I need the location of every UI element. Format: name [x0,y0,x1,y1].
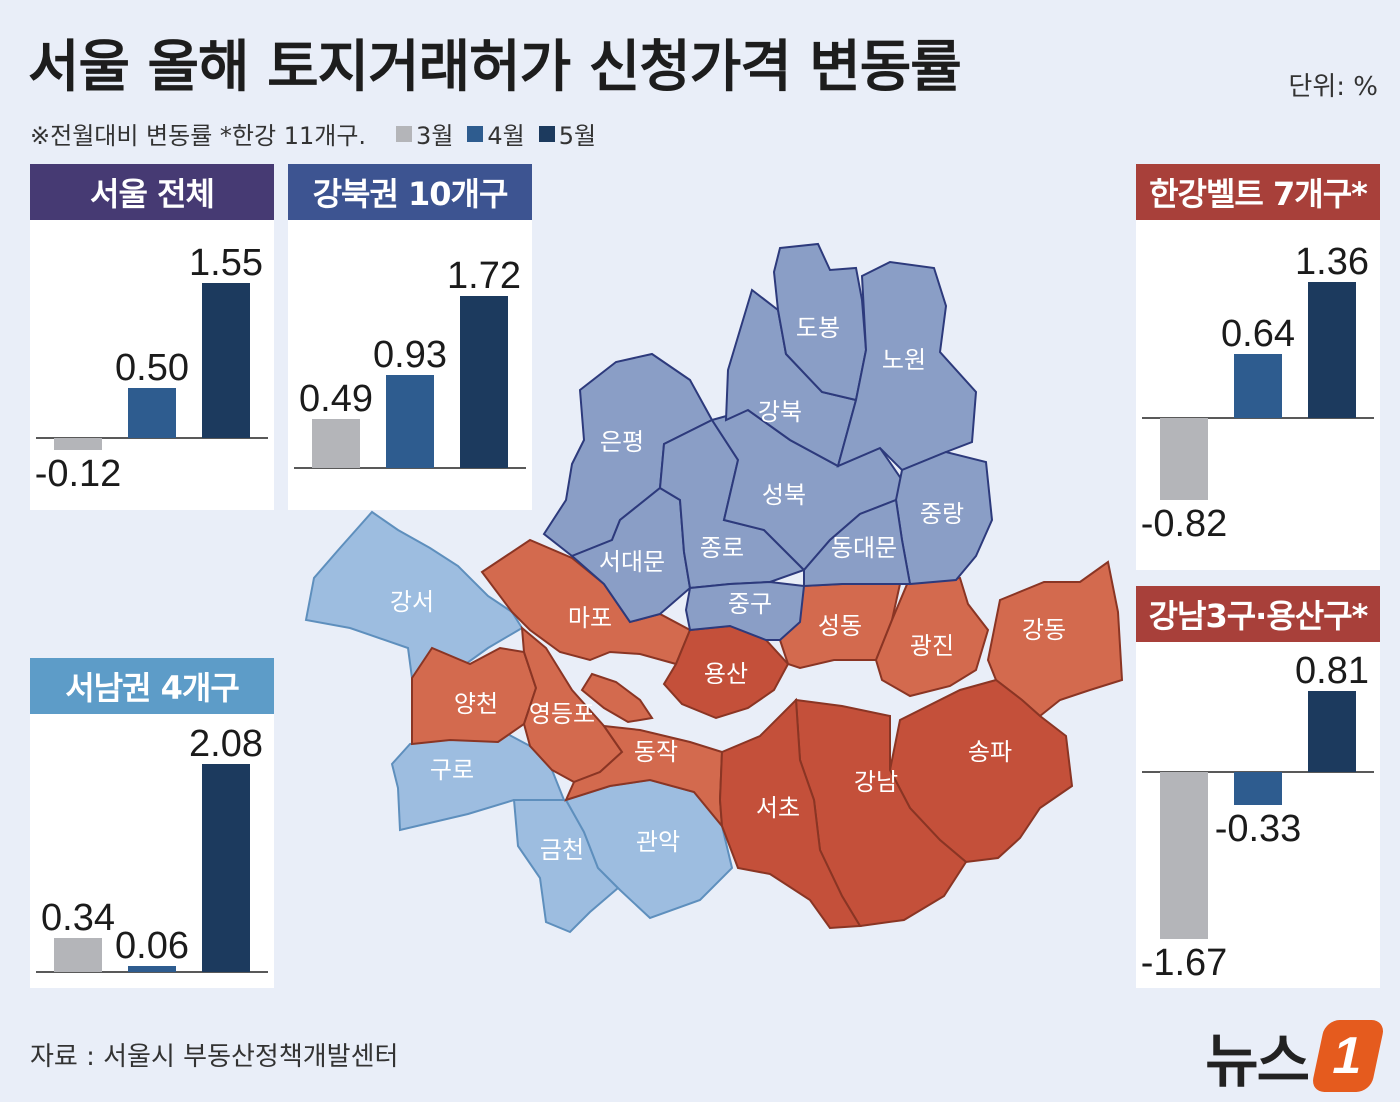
legend-item-may: 5월 [538,116,597,151]
panel-hangang-belt-title: 한강벨트 7개구* [1136,164,1380,220]
bar-value-label: 0.49 [299,378,373,420]
map-label: 강동 [1022,616,1066,644]
note-text: ※전월대비 변동률 *한강 11개구. [30,122,367,150]
map-district-dongjak [564,724,724,830]
map-district-junggu [684,580,806,641]
legend-swatch-may [538,125,555,142]
map-label: 동작 [634,738,678,766]
map-district-gwangjin [874,576,990,698]
map-label: 강서 [390,588,434,616]
legend-label-may: 5월 [558,122,597,150]
map-label: 도봉 [796,314,840,342]
bar-3월 [312,419,360,468]
bar-4월 [1234,354,1282,418]
map-label: 중랑 [920,500,964,528]
bar-5월 [460,296,508,468]
panel-seoul-total: -0.12 0.50 1.55 [30,220,274,510]
legend-swatch-march [396,125,413,142]
map-label: 서대문 [599,548,665,576]
bar-3월 [1160,418,1208,500]
bar-value-label: 2.08 [189,723,263,765]
notes-row: ※전월대비 변동률 *한강 11개구. 3월 4월 5월 [30,116,610,151]
bar-value-label: 1.72 [447,255,521,297]
panel-seoul-total-title: 서울 전체 [30,164,274,220]
bar-value-label: 1.55 [189,242,263,284]
chart-hangang-belt: -0.82 0.641.36 [1141,241,1374,545]
bar-value-label: 0.64 [1221,313,1295,355]
map-label: 마포 [568,604,612,632]
map-label: 강북 [758,398,802,426]
map-label: 금천 [540,836,584,864]
map-label: 용산 [704,660,748,688]
map-label: 노원 [882,346,926,374]
panel-seonam-title: 서남권 4개구 [30,658,274,714]
page-title: 서울 올해 토지거래허가 신청가격 변동률 [28,35,962,100]
bar-3월 [1160,772,1208,939]
panel-gangnam3-yongsan-title: 강남3구·용산구* [1136,586,1380,642]
chart-gangbuk: 0.490.931.72 [294,255,526,469]
legend-swatch-april [467,125,484,142]
bar-value-label: 0.93 [373,334,447,376]
map-label: 서초 [756,794,800,822]
map-district-yeouido [580,672,654,724]
chart-seoul-total: -0.12 0.50 1.55 [35,242,268,495]
panel-seonam: 0.34 0.06 2.08 [30,714,274,988]
bar-value-label: 0.81 [1295,650,1369,692]
map-label: 관악 [636,828,680,856]
map-label: 성북 [762,481,806,509]
logo-text: 뉴스 [1205,1027,1310,1095]
map-label: 동대문 [831,534,897,562]
bar-3월 [54,938,102,972]
map-district-seocho [718,697,862,930]
map-label: 종로 [700,534,744,562]
bar-3월 [54,438,102,450]
map-district-dongdaemun [803,498,912,588]
bar-value-label: -0.82 [1141,503,1228,545]
chart-seonam: 0.340.06 2.08 [36,723,268,973]
bar-value-label: 0.34 [41,897,115,939]
map-label: 성동 [818,612,862,640]
bar-4월 [128,388,176,438]
bar-4월 [386,375,434,468]
news1-logo: 뉴스 1 [1205,1014,1386,1098]
logo-mark-icon: 1 [1310,1020,1386,1092]
bar-4월 [1234,772,1282,805]
legend-item-april: 4월 [467,116,525,151]
source-text: 자료 : 서울시 부동산정책개발센터 [30,1042,399,1072]
legend-label-march: 3월 [416,122,454,150]
legend-item-march: 3월 [396,116,453,151]
map-label: 광진 [910,632,954,660]
bar-5월 [202,283,250,438]
map-label: 양천 [454,690,498,718]
bar-value-label: 0.06 [115,925,189,967]
chart-gangnam3-yongsan: -1.67 -0.33 0.81 [1141,650,1374,984]
unit-label: 단위: % [1288,72,1378,102]
bar-5월 [1308,282,1356,418]
bar-value-label: 1.36 [1295,241,1369,283]
legend-label-april: 4월 [487,122,525,150]
map-district-nowon [836,260,978,472]
bar-5월 [202,764,250,972]
map-label: 영등포 [529,700,595,728]
bar-4월 [128,966,176,972]
panel-gangbuk-title: 강북권 10개구 [288,164,532,220]
bar-value-label: -0.12 [35,453,122,495]
map-label: 은평 [600,428,644,456]
bar-value-label: -0.33 [1215,808,1302,850]
panel-hangang-belt: -0.82 0.64 1.36 [1136,220,1380,570]
bar-5월 [1308,691,1356,772]
panel-gangbuk: 0.49 0.93 1.72 [288,220,532,510]
panel-gangnam3-yongsan: -1.67 -0.33 0.81 [1136,642,1380,988]
map-label: 송파 [968,738,1012,766]
bar-value-label: 0.50 [115,347,189,389]
map-label: 중구 [728,590,772,618]
map-label: 구로 [430,756,474,784]
map-label: 강남 [854,768,898,796]
bar-value-label: -1.67 [1141,942,1228,984]
